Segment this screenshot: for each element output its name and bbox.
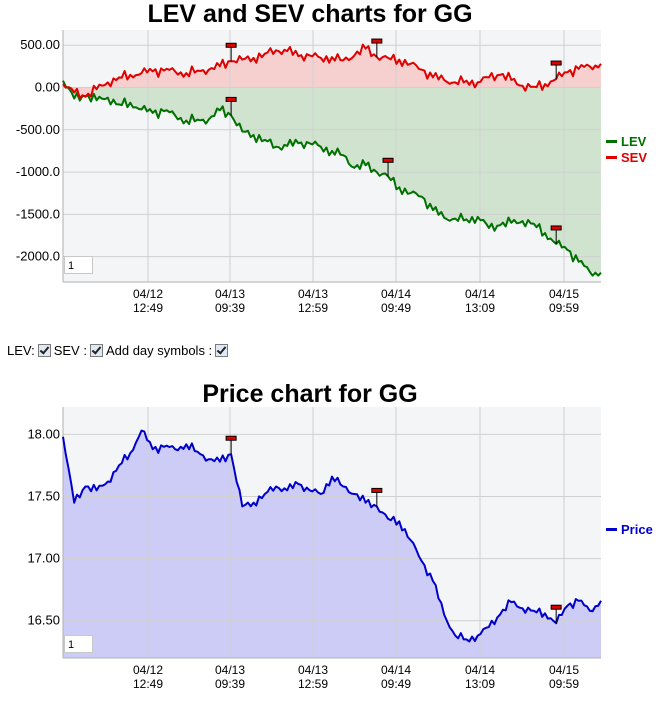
y-tick-label: 17.50: [27, 488, 60, 503]
day-marker-icon: [550, 60, 562, 80]
y-tick-label: 16.50: [27, 613, 60, 628]
series-fill-lev: [63, 80, 601, 273]
lev-toggle-label: LEV:: [7, 343, 35, 358]
day-symbols-toggle-label: Add day symbols :: [105, 343, 213, 358]
series-fill-sev: [63, 48, 601, 97]
x-tick-time-label: 13:09: [465, 301, 495, 315]
x-tick-time-label: 09:39: [215, 301, 245, 315]
day-marker-icon: [371, 38, 383, 58]
y-tick-label: 0.00: [35, 80, 60, 95]
day-marker-icon: [371, 487, 383, 507]
lev-sev-chart-title: LEV and SEV charts for GG: [147, 0, 473, 28]
day-marker-icon: [550, 604, 562, 624]
legend-lev-label: LEV: [621, 134, 647, 149]
y-tick-label: 500.00: [20, 37, 60, 52]
x-tick-time-label: 09:49: [381, 301, 411, 315]
lev-checkbox[interactable]: [37, 344, 51, 357]
x-tick-time-label: 09:59: [549, 301, 579, 315]
x-tick-date-label: 04/13: [298, 663, 328, 677]
lev-sev-chart: 500.00 0.00 -500.00 -1000.0 -1500.0 -2000.0 04…: [16, 30, 602, 315]
x-tick-date-label: 04/12: [133, 663, 163, 677]
day-marker-icon: [382, 157, 394, 177]
series-fill-price: [63, 430, 601, 658]
day-marker-flag: [371, 487, 383, 493]
day-marker-icon: [550, 225, 562, 244]
legend-sev-swatch: [606, 156, 617, 159]
day-marker-icon: [225, 42, 237, 62]
day-marker-flag: [225, 42, 237, 48]
day-marker-flag: [550, 604, 562, 610]
y-tick-label: -1000.0: [16, 164, 60, 179]
x-tick-time-label: 12:59: [298, 677, 328, 691]
y-tick-label: 18.00: [27, 426, 60, 441]
legend-lev-swatch: [606, 140, 617, 143]
legend-sev: SEV: [606, 150, 647, 165]
day-marker-icon: [225, 96, 237, 116]
day-marker-flag: [225, 435, 237, 441]
day-marker-icon: [225, 435, 237, 455]
x-tick-time-label: 09:49: [381, 677, 411, 691]
series-line-lev: [62, 80, 602, 277]
lev-sev-zoom-input[interactable]: 1: [64, 256, 93, 274]
legend-sev-label: SEV: [621, 150, 648, 165]
y-tick-label: -500.00: [16, 122, 60, 137]
series-toggle-controls: LEV: SEV : Add day symbols :: [7, 343, 231, 358]
x-tick-date-label: 04/14: [381, 663, 411, 677]
x-tick-time-label: 09:39: [215, 677, 245, 691]
legend-price-swatch: [606, 528, 617, 531]
x-tick-date-label: 04/13: [298, 287, 328, 301]
x-tick-date-label: 04/13: [215, 287, 245, 301]
x-tick-date-label: 04/14: [381, 287, 411, 301]
series-line-price: [62, 429, 602, 643]
x-tick-date-label: 04/14: [465, 663, 495, 677]
day-marker-flag: [550, 60, 562, 66]
sev-checkbox[interactable]: [89, 344, 103, 357]
x-tick-date-label: 04/12: [133, 287, 163, 301]
sev-toggle-label: SEV :: [53, 343, 87, 358]
price-chart-title: Price chart for GG: [202, 380, 418, 408]
x-tick-time-label: 12:49: [133, 677, 163, 691]
x-tick-date-label: 04/14: [465, 287, 495, 301]
series-line-sev: [62, 43, 602, 99]
x-tick-time-label: 12:59: [298, 301, 328, 315]
legend-price: Price: [606, 522, 653, 537]
day-marker-flag: [550, 225, 562, 231]
legend-lev: LEV: [606, 134, 646, 149]
x-tick-date-label: 04/15: [549, 287, 579, 301]
x-tick-time-label: 13:09: [465, 677, 495, 691]
y-tick-label: -1500.0: [16, 206, 60, 221]
x-tick-date-label: 04/13: [215, 663, 245, 677]
x-tick-time-label: 09:59: [549, 677, 579, 691]
y-tick-label: 17.00: [27, 551, 60, 566]
day-marker-flag: [371, 38, 383, 44]
x-tick-time-label: 12:49: [133, 301, 163, 315]
y-tick-label: -2000.0: [16, 249, 60, 264]
x-tick-date-label: 04/15: [549, 663, 579, 677]
day-marker-flag: [225, 96, 237, 102]
day-symbols-checkbox[interactable]: [215, 344, 229, 357]
day-marker-flag: [382, 157, 394, 163]
legend-price-label: Price: [621, 522, 653, 537]
price-zoom-input[interactable]: 1: [64, 635, 93, 653]
